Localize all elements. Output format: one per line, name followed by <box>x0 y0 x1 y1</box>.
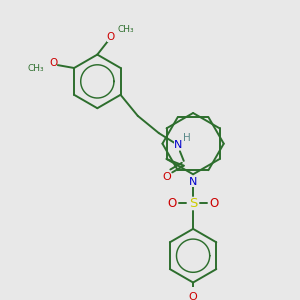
Text: CH₃: CH₃ <box>28 64 44 74</box>
Text: N: N <box>174 140 182 150</box>
Text: O: O <box>209 196 219 209</box>
Text: O: O <box>106 32 115 42</box>
Text: O: O <box>162 172 171 182</box>
Text: O: O <box>49 58 57 68</box>
Text: S: S <box>189 196 197 209</box>
Text: H: H <box>183 133 190 143</box>
Text: CH₃: CH₃ <box>118 25 134 34</box>
Text: O: O <box>167 196 177 209</box>
Text: O: O <box>189 292 197 300</box>
Text: N: N <box>189 177 197 187</box>
